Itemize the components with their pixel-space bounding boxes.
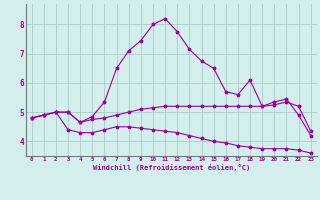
X-axis label: Windchill (Refroidissement éolien,°C): Windchill (Refroidissement éolien,°C) xyxy=(92,164,250,171)
